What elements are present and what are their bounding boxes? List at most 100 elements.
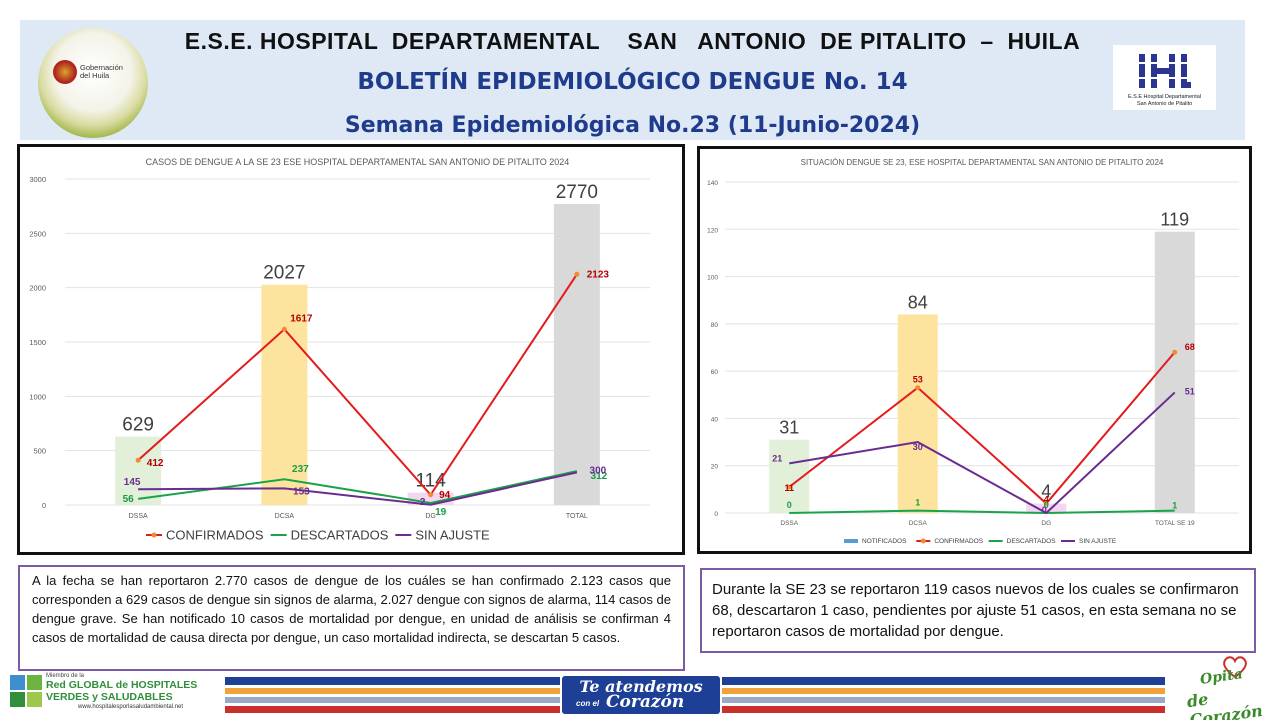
bar-dcsa [261, 284, 308, 505]
te-atendemos-banner: Te atendemos con el Corazón [562, 676, 720, 714]
y-tick-label: 100 [707, 275, 718, 282]
chart-title: SITUACIÓN DENGUE SE 23, ESE HOSPITAL DEP… [801, 158, 1164, 167]
y-tick-label: 20 [711, 464, 719, 471]
heart-icon [1223, 656, 1247, 679]
y-tick-label: 3000 [29, 175, 46, 184]
data-label: 53 [913, 375, 923, 385]
series-point [786, 484, 792, 490]
data-label: 51 [1185, 386, 1195, 396]
bar-total [553, 203, 600, 505]
data-label: 153 [293, 486, 310, 497]
ihl-mark-icon [1137, 54, 1191, 88]
weekly-dengue-chart: SITUACIÓN DENGUE SE 23, ESE HOSPITAL DEP… [707, 158, 1239, 545]
gobernacion-logo: Gobernación del Huila [38, 28, 148, 138]
bar-value-label: 629 [122, 415, 154, 436]
bar-dg [1026, 503, 1067, 513]
legend-label: DESCARTADOS [291, 527, 389, 542]
legend-marker [151, 532, 157, 538]
data-label: 0 [1042, 505, 1047, 515]
y-tick-label: 1500 [29, 338, 46, 347]
bar-value-label: 84 [908, 292, 928, 312]
opita-de-corazon-logo: Opita de Corazón [1182, 655, 1264, 720]
data-label: 2 [420, 497, 426, 508]
data-label: 300 [590, 465, 607, 476]
red-global-squares-icon [10, 675, 44, 709]
data-label: 1 [915, 498, 920, 508]
bar-value-label: 4 [1041, 482, 1051, 502]
data-label: 2123 [587, 269, 610, 280]
data-label: 21 [772, 453, 782, 463]
y-tick-label: 2500 [29, 229, 46, 238]
bulletin-title: BOLETÍN EPIDEMIOLÓGICO DENGUE No. 14 [357, 69, 908, 95]
data-label: 4 [1044, 495, 1049, 505]
series-line-confirmados [137, 273, 578, 497]
bar-value-label: 119 [1160, 210, 1189, 230]
data-label: 312 [591, 471, 608, 482]
data-label: 19 [435, 507, 447, 518]
y-tick-label: 60 [711, 369, 719, 376]
red-global-line1: Red GLOBAL de HOSPITALES [46, 679, 198, 691]
data-label: 0 [787, 500, 792, 510]
data-label: 237 [292, 464, 309, 475]
x-tick-label: DCSA [909, 520, 928, 527]
bar-dssa [115, 436, 162, 505]
data-label: 11 [784, 483, 794, 493]
legend-label: NOTIFICADOS [862, 538, 907, 545]
series-point [1043, 501, 1049, 507]
y-tick-label: 500 [33, 447, 46, 456]
data-label: 56 [123, 494, 135, 505]
bar-value-label: 31 [779, 418, 799, 438]
cumulative-summary-text: A la fecha se han reportaron 2.770 casos… [18, 565, 685, 671]
page-title: E.S.E. HOSPITAL DEPARTAMENTAL SAN ANTONI… [184, 28, 1081, 54]
gobernacion-seal-icon [53, 60, 77, 84]
red-global-small-text: Miembro de la [46, 673, 85, 679]
cumulative-dengue-chart: CASOS DE DENGUE A LA SE 23 ESE HOSPITAL … [29, 157, 650, 542]
legend-marker [920, 538, 926, 544]
banner-small: con el [576, 699, 600, 708]
red-global-line2: VERDES y SALUDABLES [46, 691, 173, 703]
x-tick-label: DSSA [129, 513, 148, 520]
series-point [915, 385, 921, 391]
weekly-summary-text: Durante la SE 23 se reportaron 119 casos… [700, 568, 1256, 653]
hospital-logo: E.S.E Hospital Departamental San Antonio… [1113, 45, 1216, 110]
series-point [1172, 349, 1178, 355]
legend-label: DESCARTADOS [1007, 538, 1057, 545]
data-label: 1 [1172, 501, 1177, 511]
series-line-sin-ajuste [789, 391, 1176, 515]
header-banner [20, 20, 1245, 140]
series-point [574, 271, 580, 277]
y-tick-label: 80 [711, 322, 719, 329]
y-tick-label: 2000 [29, 284, 46, 293]
data-label: 0 [1044, 500, 1049, 510]
series-point [428, 492, 434, 498]
data-label: 30 [913, 442, 923, 452]
y-tick-label: 1000 [29, 392, 46, 401]
cumulative-chart-panel: CASOS DE DENGUE A LA SE 23 ESE HOSPITAL … [17, 144, 685, 555]
data-label: 68 [1185, 342, 1195, 352]
series-line-sin-ajuste [138, 471, 578, 506]
series-point [281, 326, 287, 332]
y-tick-label: 40 [711, 416, 719, 423]
legend-label: CONFIRMADOS [934, 538, 983, 545]
red-global-hospitales-logo: Miembro de la Red GLOBAL de HOSPITALES V… [10, 673, 220, 713]
bar-value-label: 2770 [556, 182, 598, 203]
data-label: 94 [439, 490, 451, 501]
x-tick-label: DG [425, 513, 436, 520]
bar-dcsa [897, 314, 938, 513]
y-tick-label: 0 [714, 511, 718, 518]
series-point [135, 457, 141, 463]
bar-value-label: 114 [415, 471, 446, 492]
x-tick-label: TOTAL [566, 513, 588, 520]
banner-line1: Te atendemos [579, 677, 703, 696]
chart-title: CASOS DE DENGUE A LA SE 23 ESE HOSPITAL … [146, 157, 570, 167]
banner-line2: Corazón [606, 692, 685, 712]
epi-week-title: Semana Epidemiológica No.23 (11-Junio-20… [344, 113, 921, 138]
bar-total-se-19 [1154, 231, 1195, 513]
x-tick-label: DCSA [275, 513, 295, 520]
weekly-chart-panel: SITUACIÓN DENGUE SE 23, ESE HOSPITAL DEP… [697, 146, 1252, 554]
series-line-descartados [789, 509, 1175, 515]
y-tick-label: 0 [42, 501, 46, 510]
x-tick-label: DG [1041, 520, 1051, 527]
data-label: 145 [124, 477, 141, 488]
legend-label: CONFIRMADOS [166, 527, 264, 542]
